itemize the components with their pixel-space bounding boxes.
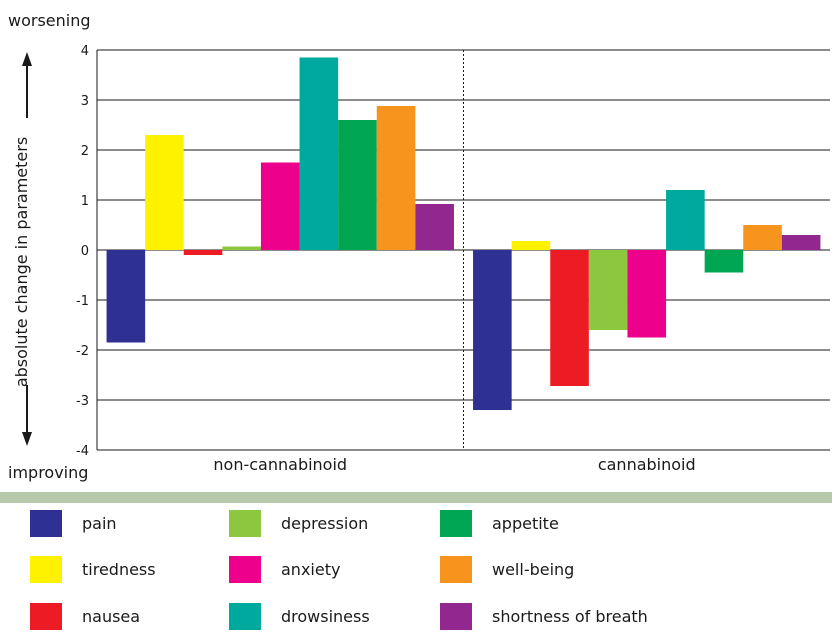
arrow-down-icon xyxy=(22,432,32,446)
legend-item-appetite: appetite xyxy=(440,508,559,538)
bar-well-being xyxy=(743,225,782,250)
y-tick-label: 1 xyxy=(81,194,89,209)
legend-label: anxiety xyxy=(281,559,341,579)
bar-appetite xyxy=(704,250,744,273)
bar-nausea xyxy=(550,250,589,386)
y-axis-top-label: worsening xyxy=(8,11,91,30)
legend-label: well-being xyxy=(492,559,575,579)
bar-shortness-of-breath xyxy=(415,204,454,250)
bar-drowsiness xyxy=(666,190,705,250)
legend-divider xyxy=(0,492,832,503)
bar-chart: worsening improving absolute change in p… xyxy=(8,11,830,482)
legend-item-nausea: nausea xyxy=(30,601,140,631)
legend: pain tiredness nausea depression anxiety drow… xyxy=(0,503,832,642)
bar-anxiety xyxy=(627,250,667,338)
legend-item-pain: pain xyxy=(30,508,117,538)
legend-swatch xyxy=(229,555,261,583)
bar-appetite xyxy=(338,120,377,250)
arrow-up-icon xyxy=(22,52,32,66)
y-axis-bottom-label: improving xyxy=(8,463,88,482)
labels: worsening improving absolute change in p… xyxy=(8,11,696,482)
y-tick-label: -1 xyxy=(76,294,89,309)
y-tick-label: -4 xyxy=(76,444,89,459)
legend-swatch xyxy=(440,555,472,583)
legend-label: tiredness xyxy=(82,559,156,579)
bar-shortness-of-breath xyxy=(781,235,821,250)
legend-item-depression: depression xyxy=(229,508,368,538)
y-tick-label: -2 xyxy=(76,344,89,359)
legend-label: nausea xyxy=(82,606,141,626)
bar-tiredness xyxy=(511,241,551,250)
legend-label: appetite xyxy=(492,513,559,533)
legend-item-anxiety: anxiety xyxy=(229,554,340,584)
legend-item-drowsiness: drowsiness xyxy=(229,601,370,631)
legend-label: pain xyxy=(82,513,117,533)
bar-drowsiness xyxy=(299,57,339,250)
bar-tiredness xyxy=(145,135,184,250)
legend-item-tiredness: tiredness xyxy=(30,554,156,584)
bar-well-being xyxy=(376,106,416,250)
legend-swatch xyxy=(440,509,472,537)
bar-nausea xyxy=(183,250,223,255)
legend-swatch xyxy=(440,602,472,630)
legend-swatch xyxy=(229,602,261,630)
legend-label: drowsiness xyxy=(281,606,370,626)
x-category-label: cannabinoid xyxy=(598,455,696,474)
bar-pain xyxy=(473,250,512,410)
legend-swatch xyxy=(30,509,62,537)
y-tick-label: -3 xyxy=(76,394,89,409)
y-tick-label: 0 xyxy=(81,244,89,259)
y-tick-label: 2 xyxy=(81,144,89,159)
legend-item-shortness-of-breath: shortness of breath xyxy=(440,601,648,631)
legend-swatch xyxy=(30,555,62,583)
x-category-label: non-cannabinoid xyxy=(213,455,347,474)
bar-depression xyxy=(222,246,261,250)
legend-swatch xyxy=(30,602,62,630)
legend-label: shortness of breath xyxy=(492,606,648,626)
axes xyxy=(22,50,464,450)
bars xyxy=(106,57,821,410)
y-tick-label: 3 xyxy=(81,94,89,109)
legend-item-well-being: well-being xyxy=(440,554,574,584)
y-axis-label: absolute change in parameters xyxy=(12,137,31,387)
legend-swatch xyxy=(229,509,261,537)
bar-pain xyxy=(106,250,146,343)
y-tick-label: 4 xyxy=(81,44,89,59)
bar-depression xyxy=(588,250,628,330)
bar-anxiety xyxy=(260,162,300,250)
legend-label: depression xyxy=(281,513,369,533)
